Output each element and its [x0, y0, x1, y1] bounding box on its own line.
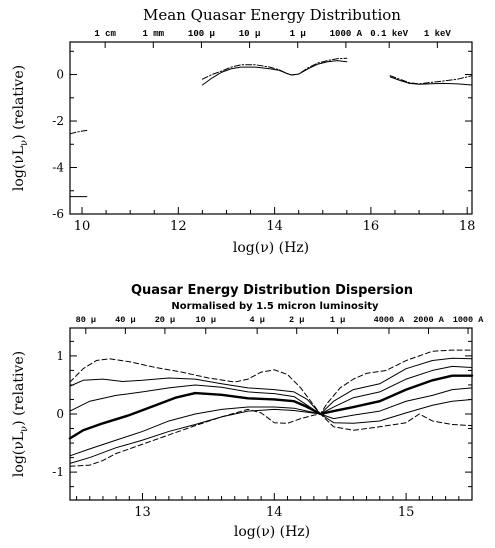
x-tick-label: 16 [363, 219, 380, 234]
x-tick-label: 15 [398, 505, 415, 520]
x-tick-label: 10 [74, 219, 91, 234]
panel2-title: Quasar Energy Distribution Dispersion [131, 283, 413, 298]
panel1-top-axis: 1 cm 1 mm 100 μ 10 μ 1 μ 1000 A 0.1 keV 1 keV [94, 29, 451, 48]
series-line-4-solid [69, 387, 473, 457]
series-line-2-solid [69, 365, 473, 415]
top-tick-label: 2 μ [289, 315, 304, 325]
panel-dispersion: Quasar Energy Distribution Dispersion No… [11, 283, 484, 540]
panel2-subtitle: Normalised by 1.5 micron luminosity [171, 301, 379, 312]
series-line-1-dashdot [69, 129, 88, 135]
panel1-title: Mean Quasar Energy Distribution [143, 6, 401, 24]
series-line-1-solid [69, 357, 473, 415]
panel1-x-axis: 10 12 14 16 18 [74, 207, 476, 234]
top-tick-label: 1 μ [290, 29, 306, 39]
top-tick-label: 20 μ [155, 315, 175, 325]
top-tick-label: 2000 A [413, 315, 445, 325]
panel2-ylabel: log(νLν) (relative) [11, 351, 30, 477]
top-tick-label: 40 μ [115, 315, 135, 325]
top-tick-label: 1 μ [330, 315, 345, 325]
x-tick-label: 14 [266, 219, 283, 234]
y-tick-label: -1 [52, 465, 64, 479]
top-tick-label: 100 μ [188, 29, 215, 39]
panel1-series [69, 57, 473, 198]
series-line-2-solid [201, 60, 348, 86]
panel2-x-axis: 13 14 15 [76, 493, 473, 520]
y-tick-label: -2 [52, 114, 64, 128]
top-tick-label: 1000 A [453, 315, 485, 325]
top-tick-label: 4000 A [374, 315, 406, 325]
series-line-3-dashdot [201, 57, 348, 80]
panel1-y-axis: -6 -4 -2 0 [52, 50, 472, 221]
y-tick-label: 0 [56, 68, 64, 82]
series-line-4-solid [389, 76, 473, 86]
top-tick-label: 1 keV [424, 29, 452, 39]
y-tick-label: -6 [52, 207, 64, 221]
panel2-y-axis: -1 0 1 [52, 340, 472, 488]
top-tick-label: 10 μ [239, 29, 261, 39]
panel2-top-axis: 80 μ 40 μ 20 μ 10 μ 4 μ 2 μ 1 μ 4000 A 2000 A 100… [76, 315, 485, 334]
panel2-xlabel: log(ν) (Hz) [234, 524, 310, 540]
x-tick-label: 14 [266, 505, 283, 520]
x-tick-label: 12 [170, 219, 187, 234]
y-tick-label: 0 [56, 407, 64, 421]
series-line-6-dashed [69, 408, 473, 467]
top-tick-label: 1000 A [330, 29, 363, 39]
series-line-3-bold [68, 374, 474, 440]
top-tick-label: 1 mm [142, 29, 164, 39]
x-tick-label: 18 [459, 219, 476, 234]
y-tick-label: 1 [56, 349, 64, 363]
panel1-ylabel: log(νLν) (relative) [11, 65, 30, 191]
series-line-5-dashdot [389, 75, 473, 85]
panel1-xlabel: log(ν) (Hz) [233, 240, 309, 256]
series-line-0-dashed [69, 349, 473, 415]
panel1-frame [69, 41, 473, 215]
series-line-5-solid [69, 398, 473, 464]
top-tick-label: 0.1 keV [370, 29, 408, 39]
panel2-series [68, 349, 474, 467]
top-tick-label: 10 μ [196, 315, 216, 325]
top-tick-label: 80 μ [76, 315, 96, 325]
y-tick-label: -4 [52, 161, 64, 175]
top-tick-label: 1 cm [94, 29, 116, 39]
panel-mean-distribution: Mean Quasar Energy Distribution 10 12 14 16… [11, 6, 475, 256]
x-tick-label: 13 [134, 505, 151, 520]
top-tick-label: 4 μ [250, 315, 265, 325]
